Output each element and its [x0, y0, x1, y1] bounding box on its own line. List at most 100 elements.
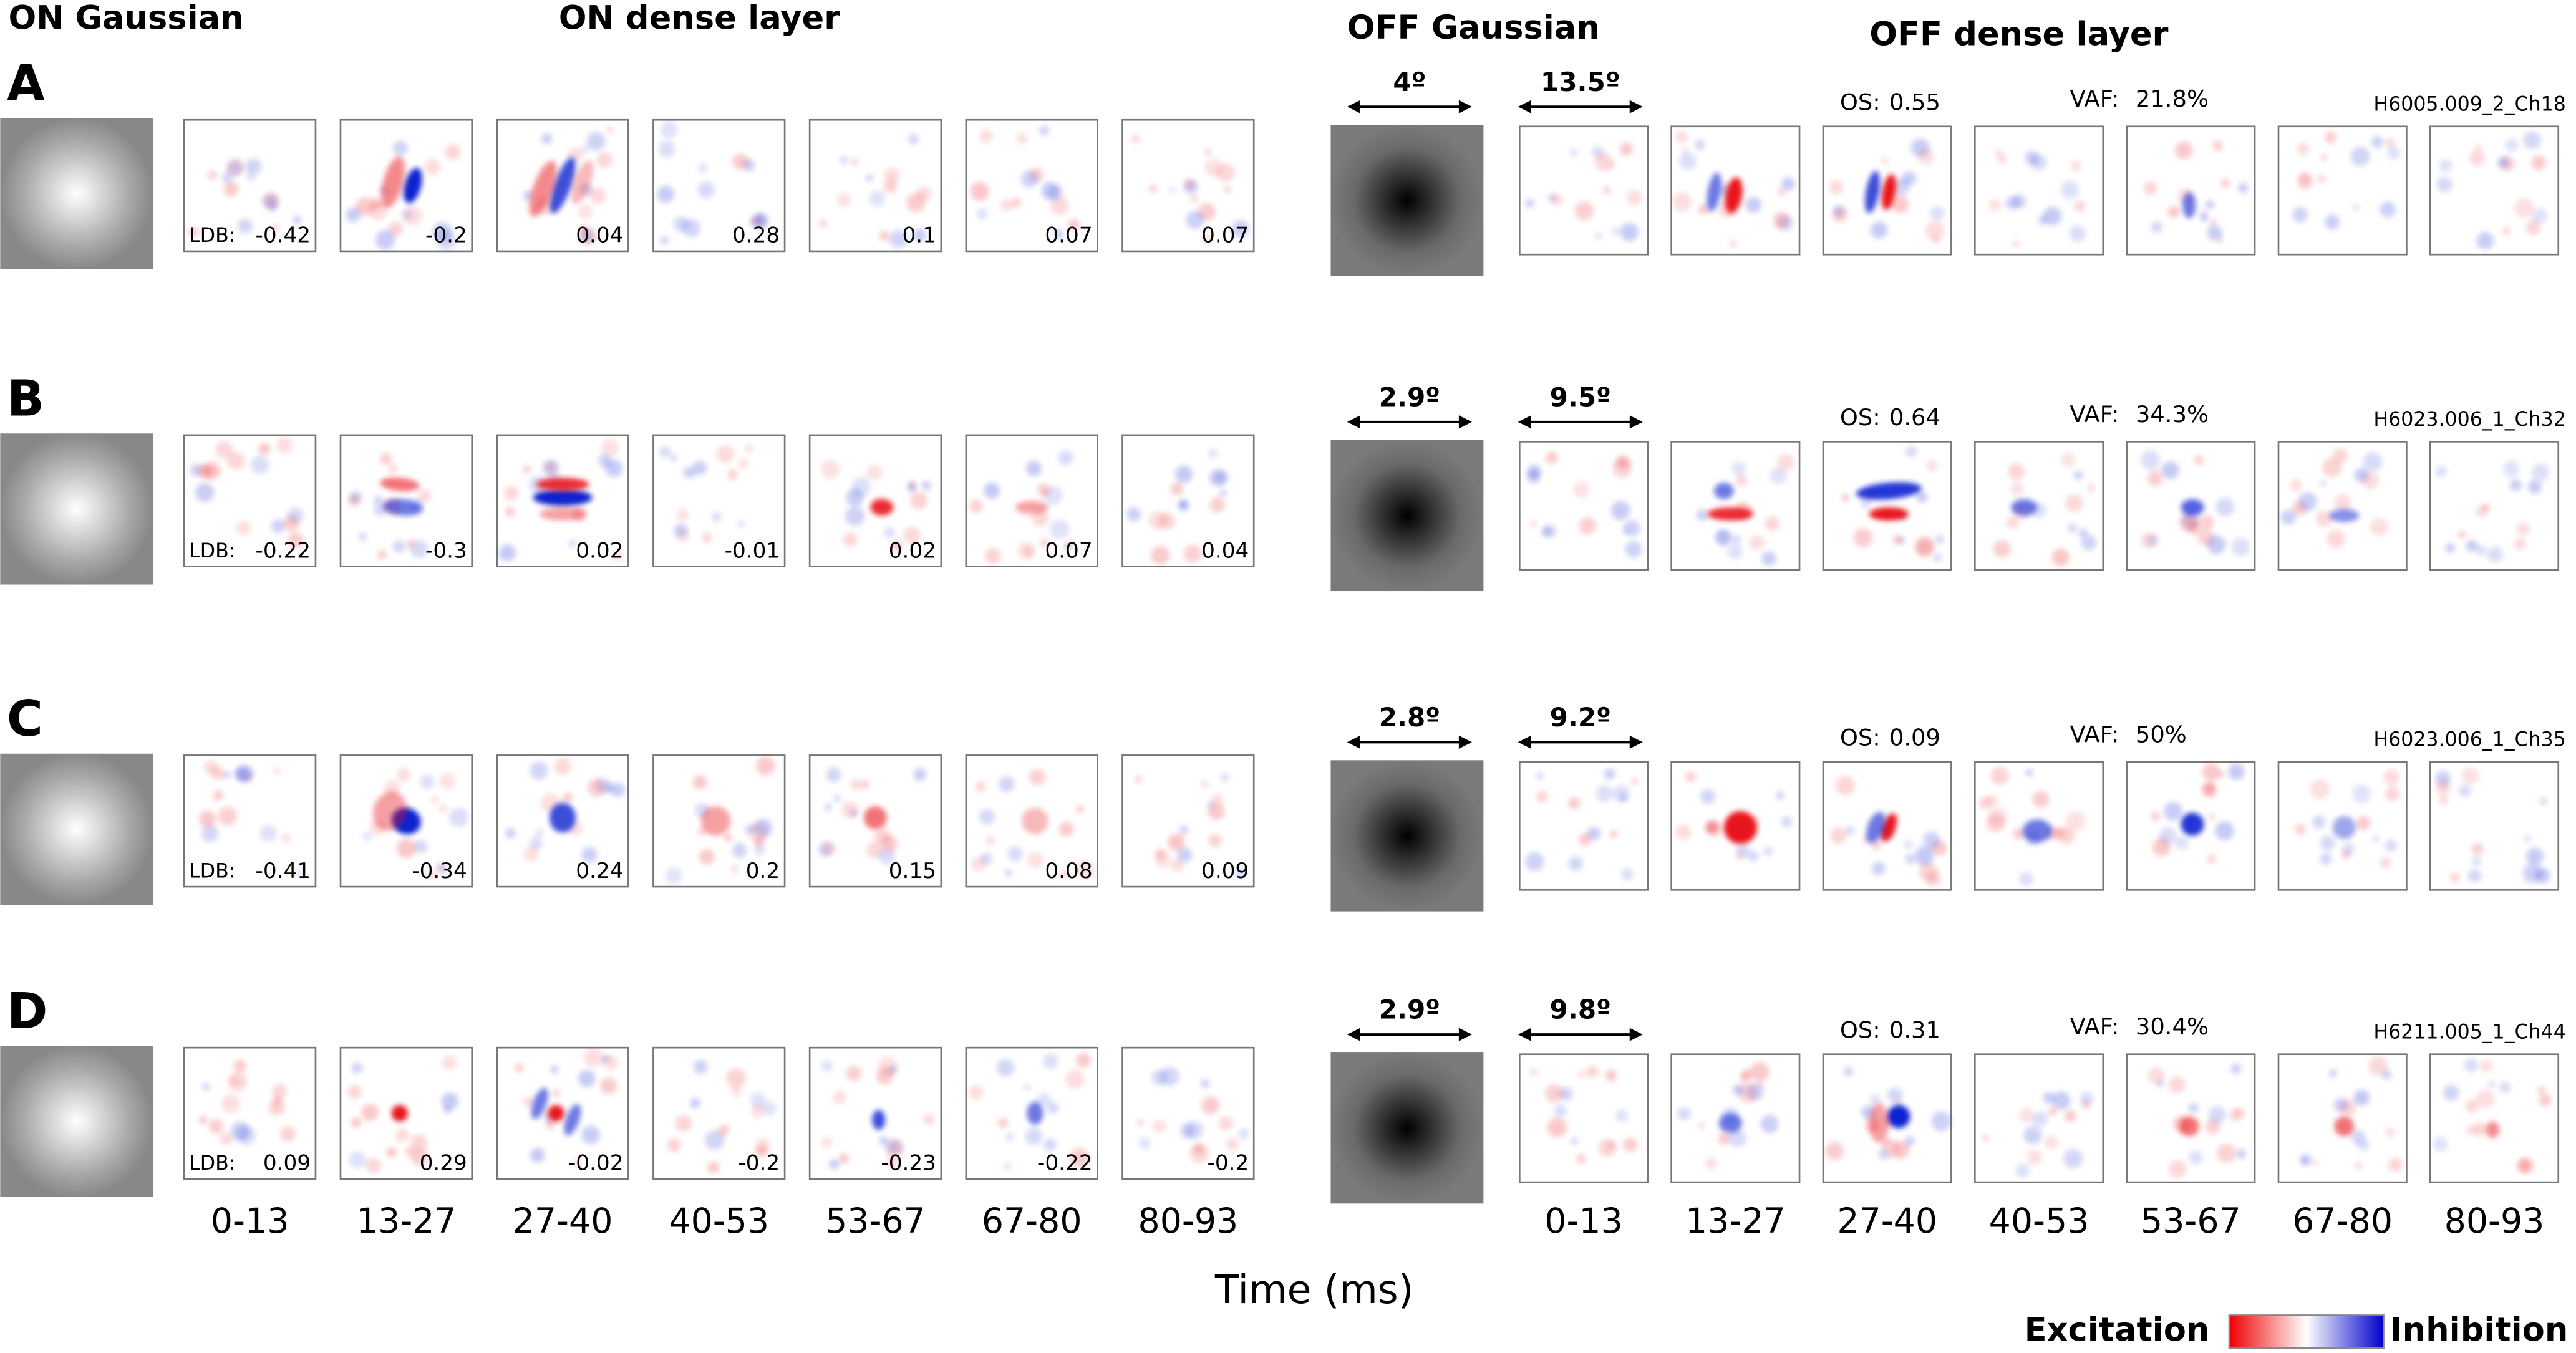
noise-blob: [1829, 180, 1844, 195]
noise-blob: [2202, 763, 2220, 781]
noise-blob: [1706, 821, 1722, 837]
noise-blob: [850, 810, 858, 817]
noise-blob: [505, 506, 515, 517]
noise-blob: [818, 219, 827, 228]
noise-blob: [203, 461, 221, 480]
receptive-field-panel: [1670, 1053, 1801, 1183]
noise-blob: [2078, 529, 2088, 537]
noise-blob: [2528, 479, 2542, 494]
panel-frame: [808, 1046, 942, 1180]
noise-blob: [1547, 1117, 1567, 1137]
noise-blob: [386, 1147, 397, 1158]
noise-blob: [748, 218, 756, 226]
noise-blob: [2385, 138, 2396, 148]
noise-blob: [2473, 1122, 2487, 1137]
noise-blob: [1988, 807, 2008, 827]
receptive-field-panel: [652, 434, 786, 567]
noise-blob: [573, 1159, 582, 1168]
noise-blob: [1208, 448, 1218, 458]
noise-blob: [2518, 1159, 2531, 1172]
noise-blob: [259, 825, 277, 842]
noise-blob: [1169, 186, 1176, 193]
noise-blob: [886, 1139, 903, 1155]
ldb-value: 0.08: [1045, 859, 1092, 884]
noise-blob: [986, 836, 994, 845]
noise-blob: [442, 1055, 457, 1070]
noise-blob: [601, 1055, 609, 1063]
noise-blob: [2497, 156, 2509, 168]
noise-blob: [879, 1136, 889, 1145]
noise-blob: [1770, 467, 1787, 484]
noise-blob: [201, 825, 219, 842]
noise-blob: [2436, 176, 2453, 193]
cell-id: H6023.006_1_Ch32: [2373, 408, 2566, 431]
receptive-field-panel: [1121, 434, 1255, 567]
noise-blob: [1931, 1111, 1952, 1131]
noise-blob: [2350, 147, 2370, 166]
noise-blob: [2352, 784, 2371, 804]
rf-blob: [2182, 192, 2196, 219]
noise-blob: [435, 861, 446, 872]
noise-blob: [1595, 233, 1602, 240]
noise-blob: [838, 1153, 849, 1163]
ldb-value: -0.2: [425, 223, 467, 248]
noise-blob: [1193, 1144, 1204, 1154]
header: ON Gaussian: [9, 0, 244, 37]
noise-blob: [405, 1146, 415, 1157]
noise-blob: [523, 465, 531, 474]
rf-blob: [1887, 1105, 1910, 1129]
vaf-value: 21.8%: [2136, 85, 2209, 112]
noise-blob: [1076, 1052, 1091, 1068]
receptive-field-panel: [183, 434, 317, 567]
receptive-field-panel: [496, 1046, 629, 1180]
noise-blob: [433, 223, 452, 241]
noise-blob: [1170, 859, 1184, 872]
noise-blob: [846, 488, 864, 507]
noise-blob: [2316, 510, 2333, 527]
noise-blob: [884, 167, 899, 183]
noise-blob: [840, 156, 849, 165]
noise-blob: [1040, 538, 1048, 547]
noise-blob: [220, 1132, 233, 1145]
panel-frame: [1121, 754, 1255, 888]
noise-blob: [659, 446, 671, 458]
ldb-label: LDB:: [189, 540, 235, 562]
arrowhead: [1347, 735, 1472, 749]
noise-blob: [979, 129, 993, 143]
noise-blob: [690, 1098, 700, 1109]
noise-blob: [2168, 1160, 2187, 1178]
ldb-label: LDB:: [189, 224, 235, 247]
rf-blob: [531, 1087, 548, 1119]
noise-blob: [1595, 153, 1614, 171]
noise-blob: [2203, 781, 2216, 795]
noise-blob: [683, 466, 695, 479]
noise-blob: [374, 496, 384, 506]
noise-blob: [2461, 767, 2479, 785]
noise-blob: [737, 520, 745, 528]
ldb-value: -0.2: [1208, 1151, 1249, 1176]
ldb-value: 0.1: [902, 223, 936, 248]
noise-blob: [1745, 196, 1762, 213]
noise-blob: [1219, 489, 1227, 497]
dense-size: 9.2º: [1550, 702, 1611, 733]
rf-blob: [2332, 816, 2356, 839]
gaussian-size: 4º: [1393, 67, 1426, 97]
noise-blob: [2065, 494, 2083, 513]
noise-blob: [826, 767, 841, 782]
noise-blob: [2537, 1086, 2545, 1094]
receptive-field-panel: [496, 754, 629, 888]
noise-blob: [2012, 194, 2026, 209]
noise-blob: [530, 837, 542, 850]
noise-blob: [1729, 240, 1738, 248]
noise-blob: [2151, 221, 2162, 233]
noise-blob: [1615, 1109, 1629, 1122]
noise-blob: [975, 781, 986, 792]
receptive-field-panel: [339, 434, 473, 567]
receptive-field-panel: [1519, 1053, 1649, 1183]
noise-blob: [1224, 186, 1231, 193]
noise-blob: [2539, 797, 2547, 806]
noise-blob: [401, 208, 413, 220]
noise-blob: [1234, 867, 1247, 879]
noise-blob: [541, 133, 553, 145]
noise-blob: [2032, 791, 2050, 808]
